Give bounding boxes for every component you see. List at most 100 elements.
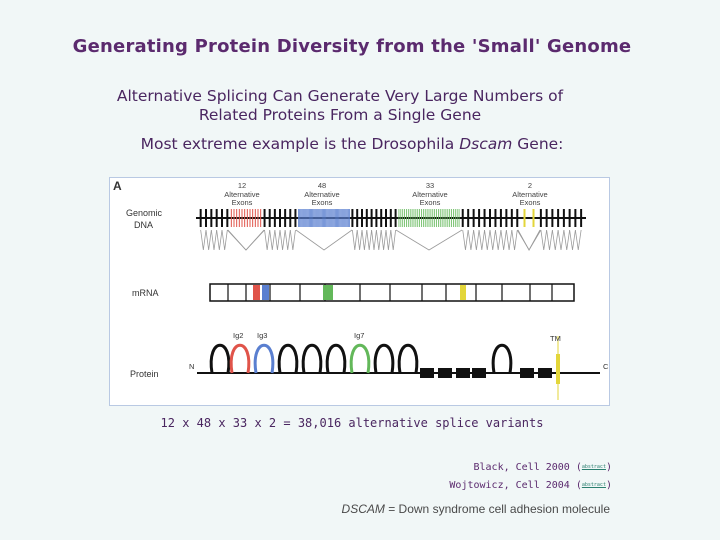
splice-connector: [484, 229, 491, 251]
splice-connector: [478, 229, 485, 251]
splice-connector: [467, 229, 475, 251]
protein-c-terminus: C: [603, 362, 609, 371]
subtitle: Alternative Splicing Can Generate Very L…: [40, 87, 640, 125]
ig-domain-loop: [325, 343, 347, 374]
splice-connector: [551, 229, 559, 251]
abstract-link[interactable]: abstract: [581, 482, 606, 488]
dscam-gene-name: Dscam: [459, 135, 513, 153]
cluster-3-count: 33: [426, 181, 434, 190]
reference-text: Black, Cell 2000: [473, 462, 570, 473]
domain-label-ig7: Ig7: [354, 331, 364, 340]
acronym: DSCAM: [341, 502, 385, 516]
subtitle-line-2: Related Proteins From a Single Gene: [198, 106, 482, 124]
cluster-1-label-line2: Exons: [232, 198, 253, 207]
dscam-diagram: A 12 Alternative Exons 48 Alternative Ex…: [113, 179, 609, 400]
splice-connector: [500, 229, 507, 251]
subtitle-line-1: Alternative Splicing Can Generate Very L…: [116, 87, 564, 105]
splice-connector: [361, 229, 368, 251]
fibronectin-domain: [438, 368, 452, 378]
splice-connector: [289, 229, 296, 251]
splice-connector: [210, 229, 218, 251]
ig-domain-loop: [397, 343, 419, 374]
splice-connector: [284, 229, 291, 251]
splice-connector: [390, 229, 396, 251]
row-label-dna: DNA: [134, 220, 153, 230]
ig-domain-loop: [253, 343, 275, 374]
mrna-exon-cluster-4: [460, 285, 466, 300]
splice-connector: [574, 229, 582, 251]
splice-connector: [505, 229, 513, 251]
ig-domain-loop: [349, 343, 371, 374]
domain-label-tm: TM: [550, 334, 561, 343]
splice-connector: [376, 229, 382, 251]
splice-connector: [380, 229, 387, 251]
dscam-acronym-definition: DSCAM = Down syndrome cell adhesion mole…: [342, 502, 610, 516]
extreme-example-line: Most extreme example is the Drosophila D…: [0, 135, 704, 153]
splice-connector: [385, 229, 392, 251]
splice-connector: [352, 229, 358, 251]
cluster-4-label-line2: Exons: [520, 198, 541, 207]
splice-connector: [371, 229, 377, 251]
splice-connector: [279, 229, 286, 251]
slide-title: Generating Protein Diversity from the 'S…: [72, 36, 632, 57]
splice-connector: [295, 229, 353, 251]
fibronectin-domain: [520, 368, 534, 378]
splice-connector: [495, 229, 502, 251]
reference-black-2000: Black, Cell 2000 (abstract): [473, 462, 613, 473]
abstract-link[interactable]: abstract: [581, 464, 606, 470]
mrna-exon-cluster-2: [262, 285, 269, 300]
cluster-2-label-line1: Alternative: [304, 190, 339, 199]
splice-connector: [569, 229, 576, 251]
row-label-genomic: Genomic: [126, 208, 163, 218]
domain-label-ig3: Ig3: [257, 331, 267, 340]
ig-domain-loop: [229, 343, 251, 374]
protein-n-terminus: N: [189, 362, 194, 371]
extreme-prefix: Most extreme example is the Drosophila: [140, 135, 460, 153]
extreme-suffix: Gene:: [512, 135, 564, 153]
genomic-exon-ticks: [199, 209, 583, 227]
row-label-mrna: mRNA: [132, 288, 159, 298]
splice-connector: [395, 229, 463, 251]
splice-connector: [216, 229, 223, 251]
cluster-1-count: 12: [238, 181, 246, 190]
reference-wojtowicz-2004: Wojtowicz, Cell 2004 (abstract): [449, 480, 612, 491]
protein-domains: [197, 336, 600, 400]
splice-connector: [516, 229, 542, 251]
splice-connector: [200, 229, 207, 251]
fibronectin-domain: [472, 368, 486, 378]
cluster-3-label-line1: Alternative: [412, 190, 447, 199]
splice-connector: [227, 229, 265, 251]
fibronectin-domain: [420, 368, 434, 378]
panel-label: A: [113, 179, 122, 193]
ig-domain-loop: [277, 343, 299, 374]
cluster-2-label-line2: Exons: [312, 198, 333, 207]
mrna-exon-segments: [227, 284, 553, 301]
splice-connector: [540, 229, 548, 251]
splice-connector: [205, 229, 212, 251]
splice-variant-calculation: 12 x 48 x 33 x 2 = 38,016 alternative sp…: [160, 416, 544, 430]
ig-domain-loop: [209, 343, 231, 374]
splice-connector: [274, 229, 281, 251]
splice-connector: [356, 229, 363, 251]
domain-label-ig2: Ig2: [233, 331, 243, 340]
splice-connector: [366, 229, 372, 251]
splice-connector: [557, 229, 565, 251]
cluster-3-label-line2: Exons: [420, 198, 441, 207]
splice-connector: [517, 229, 541, 251]
splice-connector: [221, 229, 228, 251]
splice-connector: [563, 229, 571, 251]
ig-domain-loop: [373, 343, 395, 374]
mrna-bar: [209, 283, 575, 302]
cluster-1-label-line1: Alternative: [224, 190, 259, 199]
fibronectin-domain: [538, 368, 552, 378]
splice-connector: [489, 229, 496, 251]
splice-connector: [227, 229, 265, 251]
splice-connector: [462, 229, 469, 251]
row-label-protein: Protein: [130, 369, 159, 379]
mrna-exon-cluster-3: [323, 285, 333, 300]
splice-connector: [264, 229, 271, 251]
cluster-4-count: 2: [528, 181, 532, 190]
reference-text: Wojtowicz, Cell 2004: [449, 480, 570, 491]
ig-domain-loop: [301, 343, 323, 374]
splice-connector: [473, 229, 480, 251]
